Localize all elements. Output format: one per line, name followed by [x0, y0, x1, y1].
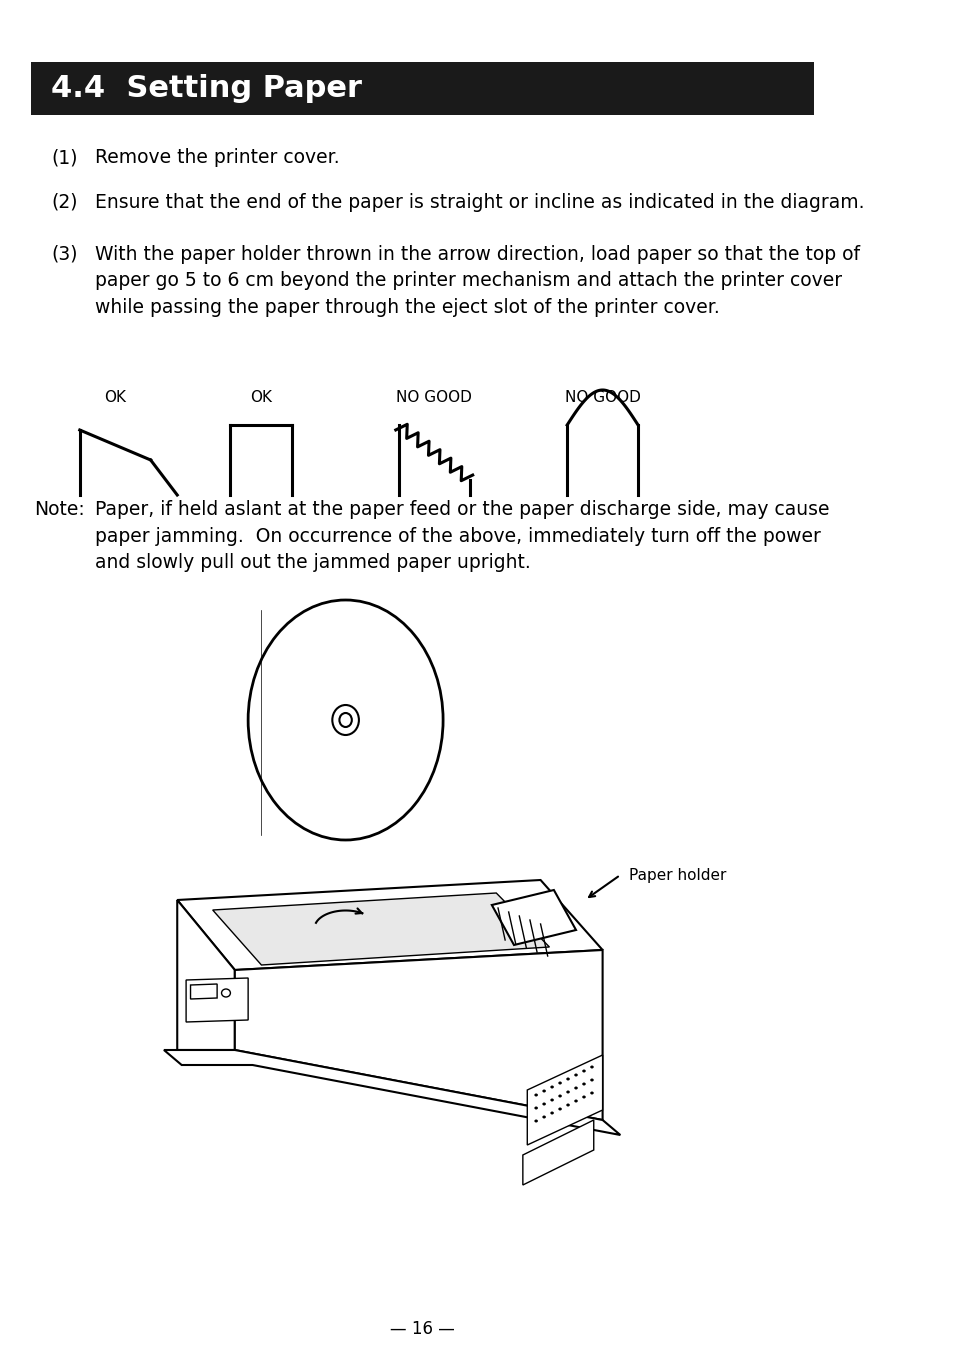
Polygon shape — [522, 1119, 593, 1184]
Ellipse shape — [566, 1103, 569, 1106]
Bar — [31, 62, 814, 115]
Text: Remove the printer cover.: Remove the printer cover. — [94, 147, 339, 168]
Ellipse shape — [566, 1091, 569, 1094]
Polygon shape — [177, 880, 602, 969]
Text: Ensure that the end of the paper is straight or incline as indicated in the diag: Ensure that the end of the paper is stra… — [94, 193, 863, 212]
Text: — 16 —: — 16 — — [390, 1320, 455, 1338]
Polygon shape — [177, 900, 234, 1051]
Ellipse shape — [534, 1094, 537, 1096]
Text: (2): (2) — [51, 193, 78, 212]
Ellipse shape — [566, 1078, 569, 1080]
Polygon shape — [213, 894, 549, 965]
Ellipse shape — [550, 1098, 554, 1102]
Ellipse shape — [558, 1082, 561, 1084]
Ellipse shape — [590, 1065, 593, 1068]
Ellipse shape — [550, 1086, 554, 1088]
Ellipse shape — [541, 1090, 545, 1092]
Ellipse shape — [590, 1079, 593, 1082]
Polygon shape — [527, 1055, 602, 1145]
Ellipse shape — [581, 1069, 585, 1072]
Ellipse shape — [534, 1106, 537, 1110]
Ellipse shape — [550, 1111, 554, 1114]
Polygon shape — [234, 950, 602, 1119]
Polygon shape — [164, 1051, 619, 1134]
Text: NO GOOD: NO GOOD — [395, 389, 472, 406]
Text: (3): (3) — [51, 245, 78, 264]
Ellipse shape — [558, 1095, 561, 1098]
Ellipse shape — [534, 1119, 537, 1122]
Polygon shape — [191, 984, 217, 999]
Text: NO GOOD: NO GOOD — [564, 389, 639, 406]
Ellipse shape — [574, 1087, 578, 1090]
Ellipse shape — [581, 1095, 585, 1098]
Ellipse shape — [574, 1099, 578, 1102]
Ellipse shape — [541, 1115, 545, 1118]
Ellipse shape — [541, 1102, 545, 1106]
Polygon shape — [186, 977, 248, 1022]
Ellipse shape — [581, 1083, 585, 1086]
Text: OK: OK — [251, 389, 273, 406]
Text: Paper, if held aslant at the paper feed or the paper discharge side, may cause
p: Paper, if held aslant at the paper feed … — [94, 500, 828, 572]
Ellipse shape — [590, 1091, 593, 1095]
Polygon shape — [492, 890, 576, 945]
Text: 4.4  Setting Paper: 4.4 Setting Paper — [51, 74, 362, 103]
Text: Paper holder: Paper holder — [629, 868, 726, 883]
Text: Note:: Note: — [33, 500, 84, 519]
Text: With the paper holder thrown in the arrow direction, load paper so that the top : With the paper holder thrown in the arro… — [94, 245, 859, 316]
Ellipse shape — [558, 1107, 561, 1110]
Text: (1): (1) — [51, 147, 78, 168]
Ellipse shape — [574, 1073, 578, 1076]
Text: OK: OK — [104, 389, 126, 406]
